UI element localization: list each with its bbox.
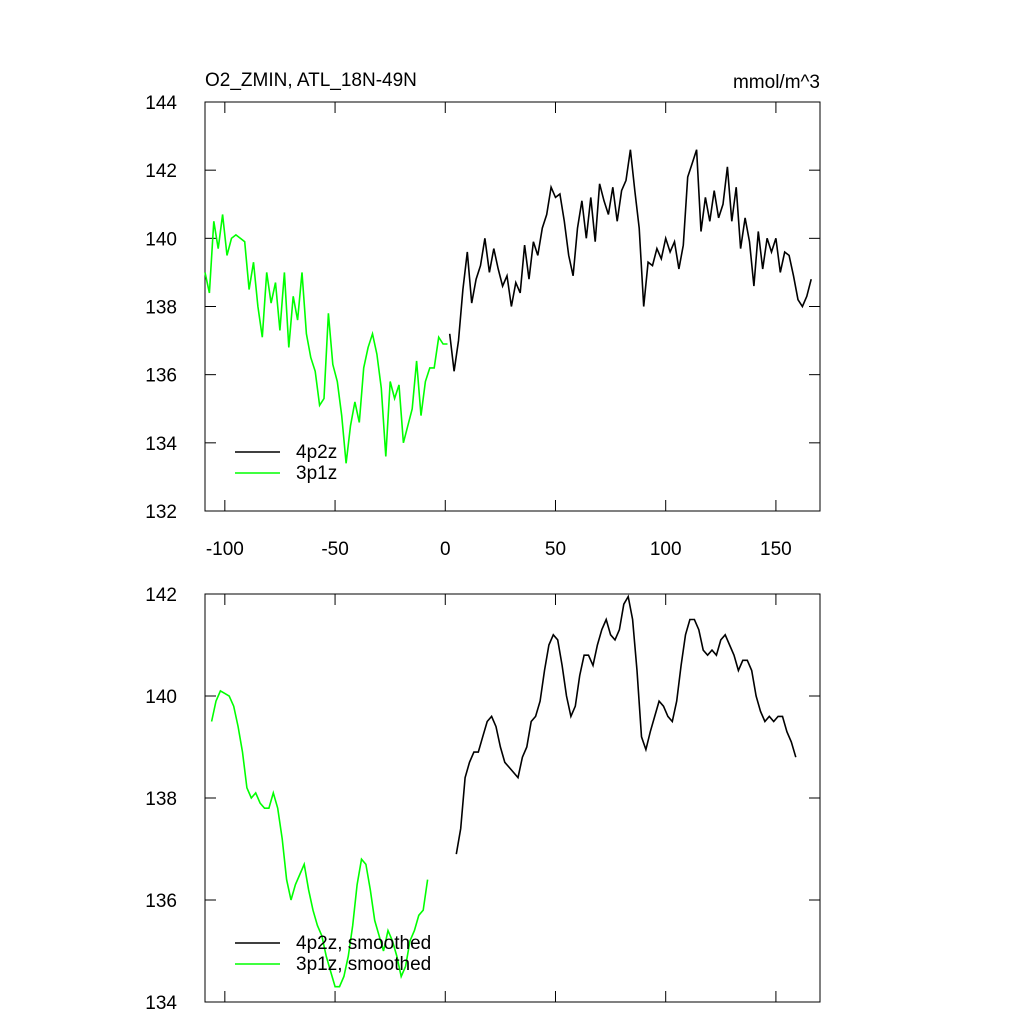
legend-label: 4p2z, smoothed [296, 933, 431, 954]
y-tick-label: 142 [145, 161, 177, 182]
y-tick-label: 136 [145, 366, 177, 387]
y-tick-label: 142 [145, 585, 177, 606]
y-tick-label: 136 [145, 891, 177, 912]
chart-title: O2_ZMIN, ATL_18N-49N [205, 70, 417, 91]
y-tick-label: 140 [145, 229, 177, 250]
legend-label: 4p2z [296, 442, 337, 463]
y-tick-label: 134 [145, 434, 177, 455]
data-line [455, 594, 797, 855]
legend-label: 3p1z [296, 463, 337, 484]
x-tick-label: 150 [760, 539, 792, 560]
chart-units: mmol/m^3 [733, 72, 820, 93]
y-tick-label: 134 [145, 993, 177, 1014]
x-tick-label: 50 [545, 539, 566, 560]
y-tick-label: 138 [145, 789, 177, 810]
data-line [448, 149, 812, 372]
data-line [210, 689, 429, 988]
x-tick-label: -100 [206, 539, 244, 560]
y-tick-label: 138 [145, 298, 177, 319]
x-tick-label: -50 [321, 539, 348, 560]
legend-label: 3p1z, smoothed [296, 954, 431, 975]
data-line [204, 214, 448, 464]
y-tick-label: 144 [145, 93, 177, 114]
x-tick-label: 100 [650, 539, 682, 560]
x-tick-label: 0 [440, 539, 451, 560]
y-tick-label: 132 [145, 502, 177, 523]
y-tick-label: 140 [145, 687, 177, 708]
